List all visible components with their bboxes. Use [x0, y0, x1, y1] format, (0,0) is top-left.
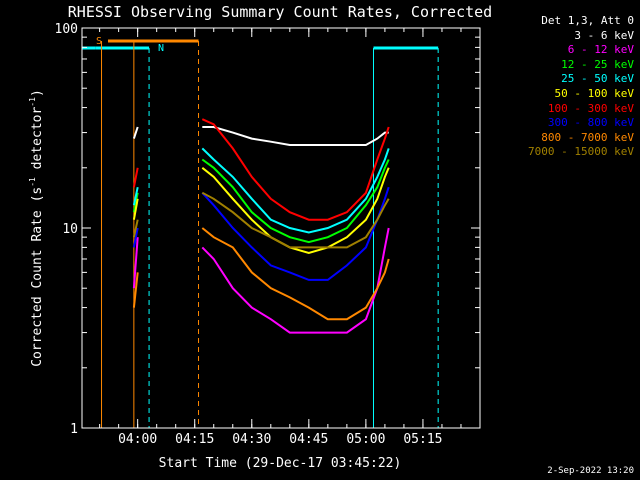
legend-item: 7000 - 15000 keV: [528, 145, 634, 159]
night-flag-label: N: [158, 43, 164, 54]
legend-item: 100 - 300 keV: [547, 101, 634, 115]
legend-item: 300 - 800 keV: [547, 116, 634, 130]
legend: Det 1,3, Att 0 3 - 6 keV 6 - 12 keV 12 - 2…: [482, 14, 634, 160]
legend-item: 50 - 100 keV: [554, 86, 634, 100]
y-tick-label: 10: [62, 222, 78, 237]
legend-item: 3 - 6 keV: [574, 28, 634, 42]
series-line: [201, 227, 390, 321]
x-axis-label: Start Time (29-Dec-17 03:45:22): [159, 456, 402, 471]
series-line: [201, 167, 390, 255]
x-tick-label: 04:45: [289, 432, 328, 447]
plot-date-stamp: 2-Sep-2022 13:20: [547, 466, 634, 476]
legend-item: 6 - 12 keV: [567, 43, 634, 57]
legend-item: 12 - 25 keV: [561, 57, 634, 71]
series-line: [201, 191, 390, 249]
series-line: [132, 227, 139, 248]
series-line: [132, 186, 139, 206]
series-line: [132, 272, 139, 308]
series-line: [132, 198, 139, 220]
x-tick-label: 05:15: [403, 432, 442, 447]
chart-title: RHESSI Observing Summary Count Rates, Co…: [68, 3, 492, 21]
y-tick-label: 1: [70, 422, 78, 437]
x-tick-label: 04:15: [175, 432, 214, 447]
x-tick-label: 05:00: [346, 432, 385, 447]
legend-item: 800 - 7000 keV: [541, 130, 634, 144]
series-line: [201, 158, 390, 244]
saa-flag-label: S: [96, 36, 102, 47]
y-axis-label: Corrected Count Rate (s-1 detector-1): [28, 89, 45, 367]
legend-item: 25 - 50 keV: [561, 72, 634, 86]
y-tick-label: 100: [55, 22, 78, 37]
series-line: [132, 192, 139, 213]
series-line: [201, 118, 390, 221]
x-tick-label: 04:30: [232, 432, 271, 447]
series-line: [132, 219, 139, 238]
series-line: [202, 126, 389, 146]
series-line: [132, 126, 139, 139]
series-line: [132, 237, 139, 289]
series-line: [201, 147, 390, 234]
x-tick-label: 04:00: [118, 432, 157, 447]
series-line: [132, 167, 139, 188]
legend-title: Det 1,3, Att 0: [541, 14, 634, 27]
